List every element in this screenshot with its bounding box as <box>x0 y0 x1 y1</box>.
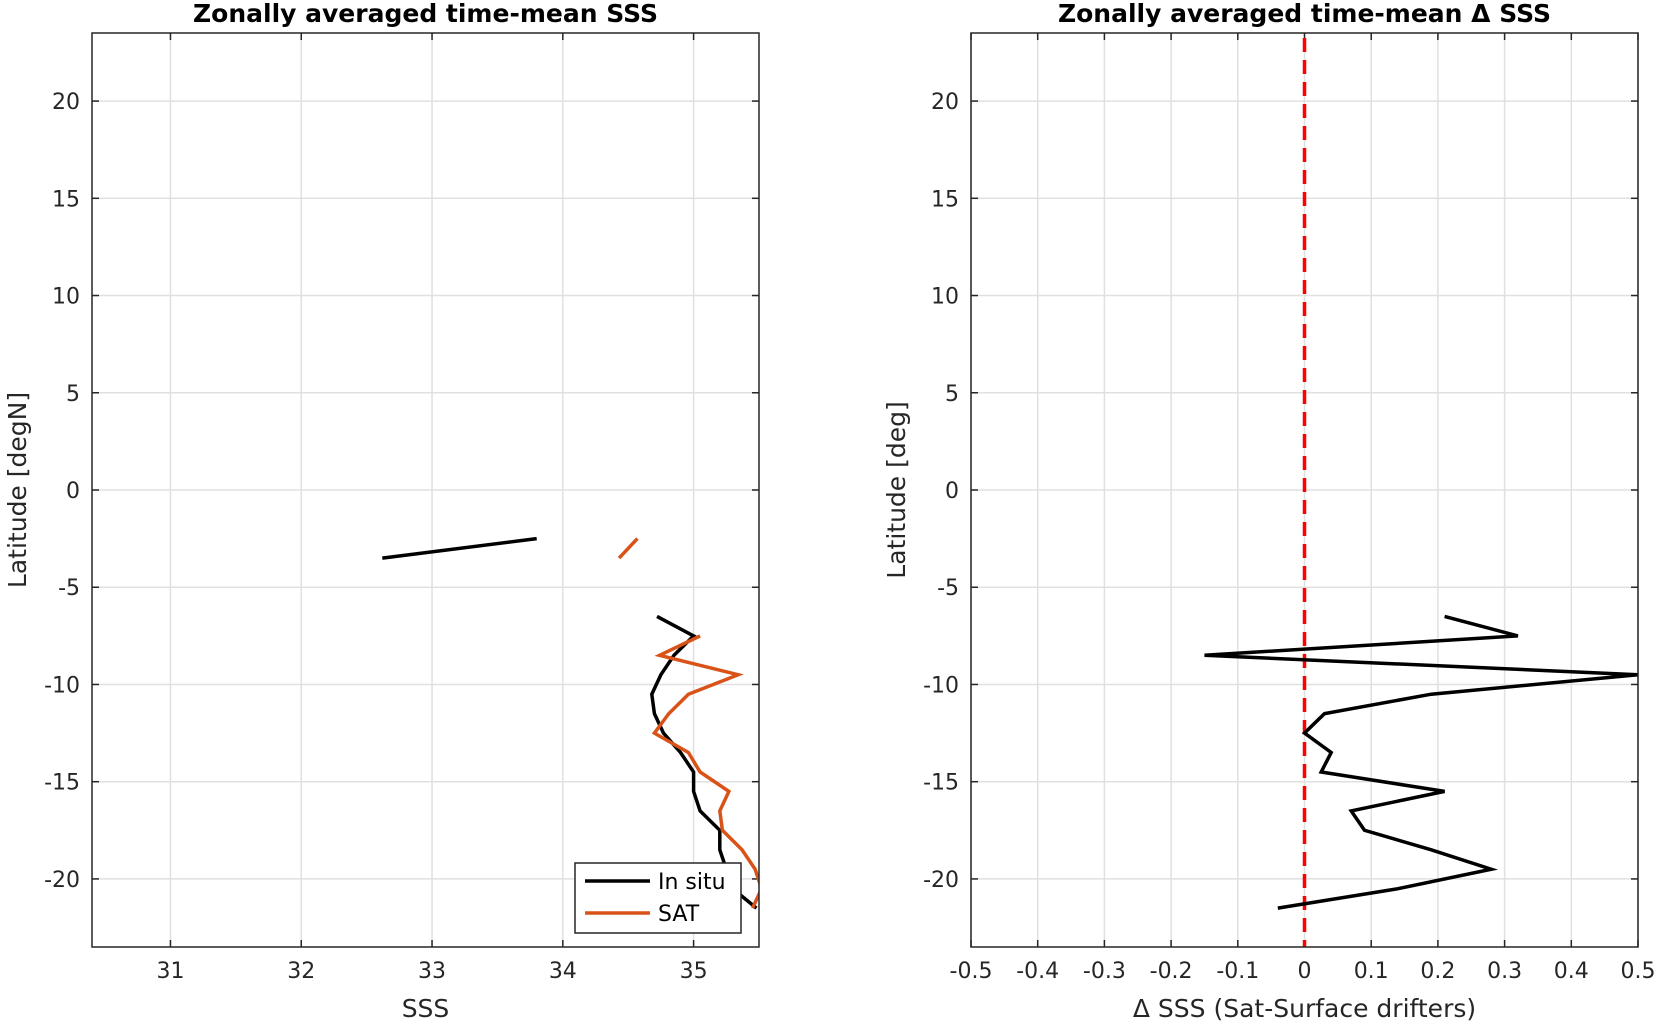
x-tick-label: 0 <box>1298 959 1312 984</box>
x-tick-label: 33 <box>418 959 446 984</box>
x-tick-label: 32 <box>287 959 315 984</box>
x-tick-label: 0.5 <box>1621 959 1656 984</box>
x-tick-label: -0.4 <box>1016 959 1059 984</box>
series-line-in-situ <box>382 536 537 560</box>
x-tick-label: 0.4 <box>1554 959 1589 984</box>
y-tick-label: 5 <box>945 382 959 407</box>
y-tick-label: -15 <box>44 771 80 796</box>
y-tick-label: -10 <box>923 673 959 698</box>
chart-title: Zonally averaged time-mean Δ SSS <box>1058 0 1551 28</box>
chart-title: Zonally averaged time-mean SSS <box>193 0 658 28</box>
axes-box <box>970 32 1639 948</box>
y-tick-label: 5 <box>66 382 80 407</box>
y-tick-label: 0 <box>66 479 80 504</box>
y-tick-label: 10 <box>931 285 959 310</box>
y-tick-label: 20 <box>52 90 80 115</box>
x-tick-label: 34 <box>549 959 577 984</box>
y-tick-label: -10 <box>44 673 80 698</box>
y-tick-label: -20 <box>44 868 80 893</box>
y-tick-label: 0 <box>945 479 959 504</box>
series-group <box>1204 614 1638 910</box>
series-line-sat <box>617 537 639 560</box>
legend-box <box>574 862 742 934</box>
x-tick-label: 31 <box>156 959 184 984</box>
y-tick-label: -20 <box>923 868 959 893</box>
y-axis-label: Latitude [deg] <box>882 401 911 578</box>
x-axis-label: Δ SSS (Sat-Surface drifters) <box>1133 994 1476 1023</box>
y-tick-label: -5 <box>937 576 959 601</box>
series-line-in-situ <box>649 614 758 910</box>
legend-label: In situ <box>658 870 726 895</box>
x-tick-label: -0.2 <box>1150 959 1193 984</box>
x-tick-label: 0.2 <box>1420 959 1455 984</box>
x-tick-label: 0.1 <box>1354 959 1389 984</box>
x-tick-label: 35 <box>680 959 708 984</box>
x-axis-label: SSS <box>402 994 450 1023</box>
x-tick-label: 0.3 <box>1487 959 1522 984</box>
y-axis-label: Latitude [degN] <box>3 392 32 588</box>
y-tick-label: -5 <box>58 576 80 601</box>
axes-box <box>91 32 760 948</box>
y-tick-label: 20 <box>931 90 959 115</box>
left-chart-sss: 31 32 33 34 35 20 15 10 5 0 -5 -10 -15 -20 Zonally ave… <box>3 0 760 1023</box>
x-tick-label: -0.5 <box>950 959 993 984</box>
series-group <box>382 536 759 910</box>
series-line-delta-sss <box>1204 614 1638 910</box>
series-line-sat <box>651 634 759 909</box>
right-chart-delta-sss: -0.5 -0.4 -0.3 -0.2 -0.1 0 0.1 0.2 0.3 0.4 0.5 20 15… <box>882 0 1656 1023</box>
y-tick-label: 15 <box>931 187 959 212</box>
y-tick-label: 10 <box>52 285 80 310</box>
x-tick-label: -0.1 <box>1216 959 1259 984</box>
legend-label: SAT <box>658 902 700 927</box>
y-tick-label: 15 <box>52 187 80 212</box>
y-tick-label: -15 <box>923 771 959 796</box>
x-tick-label: -0.3 <box>1083 959 1126 984</box>
